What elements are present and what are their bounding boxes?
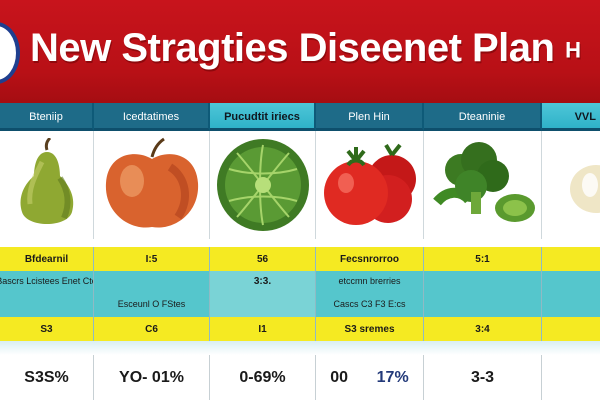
page-title: New Stragties Diseenet Plan H: [30, 26, 581, 71]
onion-image: [542, 131, 600, 239]
column-header: VVL: [542, 103, 600, 131]
table-cell: [542, 247, 600, 271]
table-row: Bascrs Lcistees Enet Cte 3:3. etccmn bre…: [0, 271, 600, 291]
column-header: Icedtatimes: [94, 103, 210, 131]
logo-badge: [0, 22, 20, 84]
table-cell: [424, 271, 542, 291]
table-cell: C6: [94, 317, 210, 341]
column-header-row: Bteniip Icedtatimes Pucudtit iriecs Plen…: [0, 103, 600, 131]
table-cell: Esceunl O FStes: [94, 291, 210, 317]
tomatoes-image: [316, 131, 424, 239]
table-cell: 5:1: [424, 247, 542, 271]
page-title-text: New Stragties Diseenet Plan: [30, 26, 555, 70]
table-cell: S3S%: [0, 355, 94, 400]
table-cell: [0, 291, 94, 317]
table-row: Bfdearnil I:5 56 Fecsnrorroo 5:1: [0, 247, 600, 271]
tomatoes-icon: [323, 143, 416, 225]
percent-value: 0-69%: [239, 368, 286, 386]
table-cell: [542, 271, 600, 291]
table-cell: 3:3.: [210, 271, 316, 291]
table-cell: [542, 355, 600, 400]
table-cell: [542, 317, 600, 341]
percent-value: 3-3: [470, 368, 495, 386]
table-cell: Cascs C3 F3 E:cs: [316, 291, 424, 317]
table-row: S3S% YO- 01% 0-69% 00 17% 3-3: [0, 355, 600, 400]
broccoli-image: [424, 131, 542, 239]
table-cell: Fecsnrorroo: [316, 247, 424, 271]
table-cell: [210, 291, 316, 317]
title-banner: New Stragties Diseenet Plan H: [0, 0, 600, 103]
percent-value: S3S%: [24, 368, 69, 386]
column-header: Plen Hin: [316, 103, 424, 131]
table-cell: 0-69%: [210, 355, 316, 400]
table-cell: [424, 291, 542, 317]
table-cell: S3 sremes: [316, 317, 424, 341]
column-header: Bteniip: [0, 103, 94, 131]
percent-value: YO- 01%: [119, 368, 184, 386]
apple-icon: [105, 137, 198, 228]
table-row: S3 C6 I1 S3 sremes 3:4: [0, 317, 600, 341]
table-cell: Bascrs Lcistees Enet Cte: [0, 271, 94, 291]
table-cell: Bfdearnil: [0, 247, 94, 271]
pear-icon: [20, 137, 73, 224]
table-cell: YO- 01%: [94, 355, 210, 400]
column-header: Pucudtit iriecs: [210, 103, 316, 131]
table-cell: 3:4: [424, 317, 542, 341]
image-row: [0, 131, 600, 239]
table-cell: [542, 291, 600, 317]
table-cell: 3-3: [424, 355, 542, 400]
broccoli-icon: [432, 142, 535, 222]
cabbage-icon: [216, 139, 309, 231]
apple-image: [94, 131, 210, 239]
percent-value: 17%: [376, 368, 409, 386]
table-cell: 56: [210, 247, 316, 271]
spacer-row: [0, 239, 600, 247]
table-cell: I1: [210, 317, 316, 341]
table-cell: [94, 271, 210, 291]
pear-image: [0, 131, 94, 239]
percent-value: 00: [330, 368, 349, 386]
table-cell: I:5: [94, 247, 210, 271]
page-title-tail: H: [565, 37, 581, 63]
onion-icon: [570, 165, 600, 213]
table-cell: S3: [0, 317, 94, 341]
table-cell: etccmn brerries: [316, 271, 424, 291]
spacer-row: [0, 341, 600, 355]
cabbage-image: [210, 131, 316, 239]
column-header: Dteaninie: [424, 103, 542, 131]
table-row: Esceunl O FStes Cascs C3 F3 E:cs: [0, 291, 600, 317]
table-cell: 00 17%: [316, 355, 424, 400]
